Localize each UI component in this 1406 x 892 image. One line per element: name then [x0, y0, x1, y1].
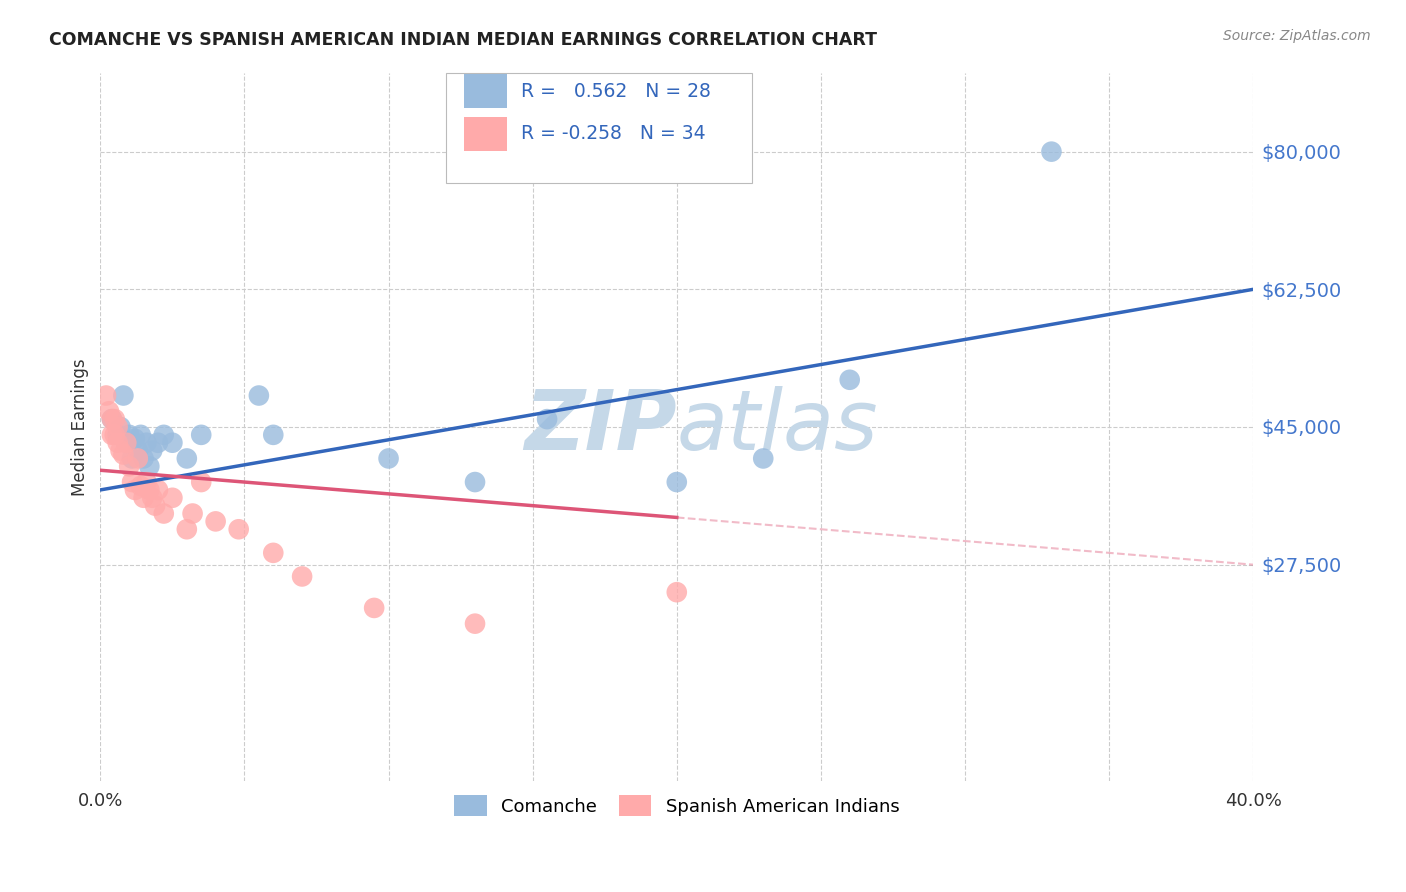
Point — [127, 443, 149, 458]
Point — [181, 507, 204, 521]
Point — [112, 448, 135, 462]
Point — [1040, 145, 1063, 159]
Point — [107, 420, 129, 434]
Point — [138, 483, 160, 497]
Point — [262, 428, 284, 442]
Point — [124, 432, 146, 446]
Point — [190, 428, 212, 442]
Point — [107, 435, 129, 450]
Text: R = -0.258   N = 34: R = -0.258 N = 34 — [522, 124, 706, 144]
Text: COMANCHE VS SPANISH AMERICAN INDIAN MEDIAN EARNINGS CORRELATION CHART: COMANCHE VS SPANISH AMERICAN INDIAN MEDI… — [49, 31, 877, 49]
Point — [152, 428, 174, 442]
Point — [101, 428, 124, 442]
Point — [665, 475, 688, 489]
Point — [101, 412, 124, 426]
Point — [101, 412, 124, 426]
Point — [124, 483, 146, 497]
Text: ZIP: ZIP — [524, 386, 676, 467]
Text: atlas: atlas — [676, 386, 879, 467]
Y-axis label: Median Earnings: Median Earnings — [72, 359, 89, 496]
Point — [752, 451, 775, 466]
Point — [377, 451, 399, 466]
Point — [132, 451, 155, 466]
Point — [536, 412, 558, 426]
Point — [121, 451, 143, 466]
Point — [129, 428, 152, 442]
Point — [110, 420, 132, 434]
Point — [107, 428, 129, 442]
Text: Source: ZipAtlas.com: Source: ZipAtlas.com — [1223, 29, 1371, 43]
Point — [228, 522, 250, 536]
Point — [118, 428, 141, 442]
Point — [138, 459, 160, 474]
Point — [112, 388, 135, 402]
Legend: Comanche, Spanish American Indians: Comanche, Spanish American Indians — [446, 786, 908, 825]
Point — [162, 491, 184, 505]
Point — [135, 475, 157, 489]
Point — [291, 569, 314, 583]
Point — [190, 475, 212, 489]
Point — [464, 475, 486, 489]
Point — [115, 435, 138, 450]
Point — [665, 585, 688, 599]
Point — [162, 435, 184, 450]
Point — [135, 435, 157, 450]
Point — [104, 428, 127, 442]
FancyBboxPatch shape — [464, 74, 508, 109]
Point — [118, 459, 141, 474]
Point — [176, 451, 198, 466]
Point — [363, 601, 385, 615]
Point — [129, 479, 152, 493]
Point — [110, 443, 132, 458]
Text: R =   0.562   N = 28: R = 0.562 N = 28 — [522, 82, 711, 101]
Point — [262, 546, 284, 560]
Point — [115, 435, 138, 450]
Point — [141, 443, 163, 458]
Point — [121, 475, 143, 489]
Point — [146, 435, 169, 450]
Point — [152, 507, 174, 521]
Point — [98, 404, 121, 418]
Point — [204, 515, 226, 529]
Point — [141, 491, 163, 505]
Point — [94, 388, 117, 402]
Point — [838, 373, 860, 387]
Point — [127, 451, 149, 466]
FancyBboxPatch shape — [464, 117, 508, 151]
Point — [464, 616, 486, 631]
Point — [247, 388, 270, 402]
Point — [104, 412, 127, 426]
Point — [132, 491, 155, 505]
FancyBboxPatch shape — [446, 73, 752, 183]
Point — [143, 499, 166, 513]
Point — [146, 483, 169, 497]
Point — [176, 522, 198, 536]
